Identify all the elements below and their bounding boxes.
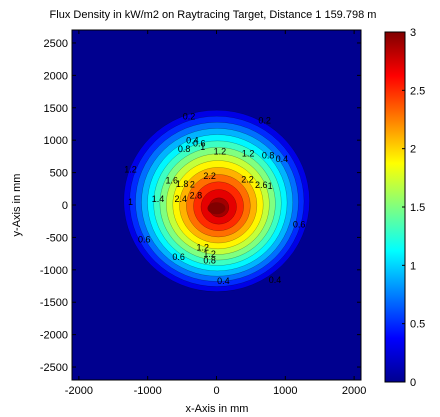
plot-area: 0.2 0.20.40.60.8 1 1.2 1.2 0.8 0.42.2 2.21.61.8… — [71, 29, 362, 381]
contour-label: 0.4 — [276, 154, 289, 164]
contour-label: 0.6 — [193, 139, 206, 149]
y-tick-label: 1000 — [44, 135, 68, 147]
contour-label: 1.2 — [196, 242, 209, 252]
colorbar-tick-label: 3 — [410, 27, 416, 39]
y-tick-label: -500 — [46, 232, 68, 244]
x-axis-label: x-Axis in mm — [186, 403, 249, 415]
y-tick-label: 2500 — [44, 38, 68, 50]
contour-label: 1.2 — [242, 148, 255, 158]
contour-label: 2.4 — [174, 194, 187, 204]
y-tick-label: 2000 — [44, 70, 68, 82]
contour-label: 1 — [128, 197, 133, 207]
contour-label: 1.2 — [203, 249, 216, 259]
contour-label: 1 — [268, 181, 273, 191]
contour-label: 2.2 — [241, 174, 254, 184]
flux-peak — [207, 202, 226, 215]
colorbar-tick-label: 0.5 — [410, 319, 425, 331]
colorbar-tick-label: 2.5 — [410, 85, 425, 97]
x-tick-label: -2000 — [65, 385, 93, 397]
contour-label: 2 — [190, 180, 195, 190]
contour-label: 0.8 — [262, 150, 275, 160]
contour-label: 0.6 — [138, 235, 151, 245]
y-tick-label: 1500 — [44, 103, 68, 115]
contour-label: 1.6 — [166, 176, 179, 186]
contour-label: 0.8 — [203, 255, 216, 265]
colorbar-tick-label: 0 — [410, 377, 416, 389]
y-tick-label: -2000 — [40, 330, 68, 342]
x-tick-label: 2000 — [342, 385, 366, 397]
flux-contour-bands — [123, 109, 310, 292]
contour-label: 1.2 — [124, 165, 137, 175]
contour-label: 0.4 — [186, 135, 199, 145]
contour-label: 0.8 — [178, 144, 191, 154]
colorbar-tick-label: 1.5 — [410, 202, 425, 214]
contour-label: 1.8 — [176, 179, 189, 189]
chart-title: Flux Density in kW/m2 on Raytracing Targ… — [50, 9, 377, 21]
y-tick-label: 500 — [50, 168, 68, 180]
y-axis-label: y-Axis in mm — [11, 174, 23, 237]
y-tick-label: -2500 — [40, 362, 68, 374]
contour-label: 0.6 — [172, 252, 185, 262]
y-tick-label: 0 — [62, 200, 68, 212]
x-tick-label: -1000 — [134, 385, 162, 397]
y-tick-label: -1500 — [40, 297, 68, 309]
y-axis-ticks: 2500 2000 1500 1000 500 0 -500 -1000 -1500 -2000 -… — [40, 38, 361, 374]
contour-label: 0.4 — [269, 275, 282, 285]
x-axis-ticks: -2000 -1000 0 1000 2000 — [65, 30, 366, 397]
contour-label: 1.4 — [152, 194, 165, 204]
colorbar-tick-label: 1 — [410, 260, 416, 272]
contour-label: 2.6 — [255, 180, 268, 190]
colorbar-ticks: 0 0.5 1 1.5 2 2.5 3 — [402, 27, 425, 389]
colorbar: 0 0.5 1 1.5 2 2.5 3 — [384, 27, 425, 389]
contour-label: 2.2 — [203, 171, 216, 181]
contour-label: 1.2 — [214, 146, 227, 156]
colorbar-tick-label: 2 — [410, 144, 416, 156]
x-tick-label: 1000 — [273, 385, 297, 397]
contour-label: 0.4 — [217, 276, 230, 286]
contour-label: 0.2 — [183, 111, 196, 121]
contour-label: 0.6 — [293, 220, 306, 230]
contour-label: 0.2 — [258, 115, 271, 125]
y-tick-label: -1000 — [40, 265, 68, 277]
contour-label: 2.8 — [190, 191, 203, 201]
contour-label: 1 — [200, 142, 205, 152]
x-tick-label: 0 — [213, 385, 219, 397]
contour-labels: 0.2 0.20.40.60.8 1 1.2 1.2 0.8 0.42.2 2.21.61.8… — [124, 111, 305, 286]
